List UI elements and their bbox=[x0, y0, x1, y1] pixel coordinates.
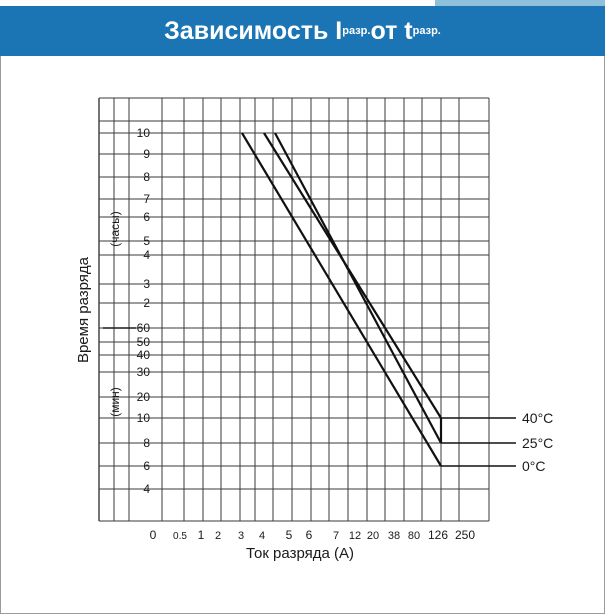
x-tick-label: 2 bbox=[215, 530, 221, 542]
y-tick-label-hours: 6 bbox=[143, 210, 150, 224]
series-line bbox=[274, 132, 442, 444]
series-line bbox=[241, 132, 442, 467]
x-tick-label: 6 bbox=[306, 528, 313, 542]
y-tick-label-minutes: 8 bbox=[143, 436, 150, 450]
x-tick-label: 5 bbox=[286, 528, 293, 542]
x-tick-label: 1 bbox=[198, 528, 205, 542]
y-tick-label-minutes: 40 bbox=[137, 348, 151, 362]
y-tick-label-hours: 4 bbox=[143, 248, 150, 262]
y-tick-label-minutes: 30 bbox=[137, 365, 151, 379]
x-tick-label: 80 bbox=[408, 530, 420, 542]
y-tick-label-hours: 7 bbox=[143, 192, 150, 206]
y-tick-label-hours: 5 bbox=[143, 234, 150, 248]
title-main: Зависимость I bbox=[164, 16, 343, 45]
y-tick-label-minutes: 10 bbox=[137, 411, 151, 425]
x-tick-label: 0.5 bbox=[173, 531, 187, 542]
series-label: 40°C bbox=[522, 410, 553, 426]
y-tick-label-hours: 9 bbox=[143, 147, 150, 161]
y-tick-label-minutes: 50 bbox=[137, 335, 151, 349]
x-tick-label: 7 bbox=[333, 530, 339, 542]
title-subscript-2: разр. bbox=[412, 25, 441, 37]
y-tick-label-hours: 3 bbox=[143, 277, 150, 291]
y-tick-label-minutes: 20 bbox=[137, 390, 151, 404]
x-tick-label: 0 bbox=[150, 528, 157, 542]
y-unit-minutes: (мин) bbox=[108, 387, 122, 417]
series-label: 25°C bbox=[522, 435, 553, 451]
y-tick-label-minutes: 4 bbox=[143, 482, 150, 496]
series-label: 0°C bbox=[522, 458, 546, 474]
y-tick-label-hours: 8 bbox=[143, 170, 150, 184]
x-axis-title: Ток разряда (А) bbox=[246, 545, 354, 562]
x-tick-label: 12 bbox=[349, 530, 361, 542]
y-tick-label-minutes: 60 bbox=[137, 321, 151, 335]
title-mid: от t bbox=[370, 16, 413, 45]
y-tick-label-hours: 2 bbox=[143, 296, 150, 310]
y-tick-label-hours: 10 bbox=[137, 126, 151, 140]
x-tick-label: 20 bbox=[367, 530, 379, 542]
x-tick-label: 38 bbox=[388, 530, 400, 542]
y-unit-hours: (часы) bbox=[108, 211, 122, 247]
y-tick-label-minutes: 6 bbox=[143, 459, 150, 473]
x-tick-label: 4 bbox=[259, 530, 265, 542]
x-tick-label: 3 bbox=[238, 530, 244, 542]
header-accent-tab bbox=[435, 0, 605, 11]
y-axis-title: Время разряда bbox=[75, 256, 92, 363]
x-tick-label: 126 bbox=[428, 528, 448, 542]
x-tick-label: 250 bbox=[455, 528, 475, 542]
title-subscript-1: разр. bbox=[342, 25, 371, 37]
